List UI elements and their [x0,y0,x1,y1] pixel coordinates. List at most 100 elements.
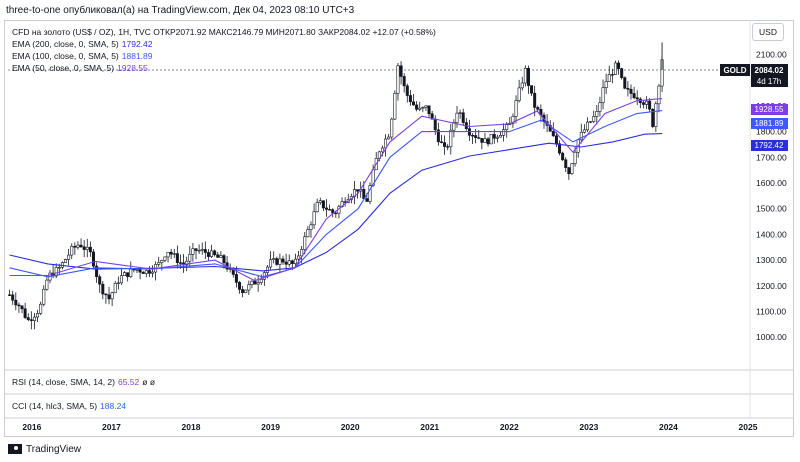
candle-body [551,130,555,137]
candle-body [585,121,589,131]
x-tick-label: 2017 [102,422,121,432]
cci-value: 188.24 [100,401,127,411]
candle-body [228,268,232,270]
candle-body [126,272,130,277]
candle-body [101,283,105,295]
candle-body [85,246,89,250]
candle-body [623,77,627,89]
x-tick-label: 2019 [261,422,280,432]
rsi-legend[interactable]: RSI (14, close, SMA, 14, 2) 65.52 ø ø [12,377,155,387]
candle-body [70,245,74,256]
x-tick-label: 2020 [341,422,360,432]
candle-body [135,269,139,271]
candle-body [45,279,49,290]
y-tick-label: 1200.00 [756,281,787,291]
candle-body [29,319,33,321]
ema200-line[interactable] [9,133,663,272]
candle-body [492,134,496,139]
candle-body [160,260,164,263]
candle-body [632,93,636,99]
candle-body [365,198,369,202]
candle-body [356,189,360,192]
candle-body [645,100,649,105]
candle-body [144,270,148,274]
y-tick-label: 1400.00 [756,229,787,239]
candle-body [26,317,30,320]
candle-body [216,254,220,258]
ema100-legend[interactable]: EMA (100, close, 0, SMA, 5) 1881.89 [12,51,153,61]
candle-body [185,260,189,266]
candle-body [107,294,111,300]
candle-body [23,308,27,318]
ema100-tag-text: 1881.89 [755,119,784,128]
candle-body [511,116,515,124]
candle-body [64,259,68,263]
ema50-legend[interactable]: EMA (50, close, 0, SMA, 5) 1928.55 [12,63,148,73]
candle-body [191,248,195,255]
candle-body [250,280,254,285]
candle-body [613,62,617,75]
candle-body [138,269,142,273]
price-tag [751,64,788,76]
candle-body [412,101,416,106]
candle-body [626,87,630,90]
currency-button[interactable]: USD [752,23,784,41]
candle-body [203,249,207,253]
candle-body [604,81,608,88]
candle-body [303,236,307,250]
candle-body [458,112,462,114]
ema100-label: EMA (100, close, 0, SMA, 5) [12,51,119,61]
candle-body [446,146,450,148]
candle-body [194,248,198,251]
cci-legend[interactable]: CCI (14, hlc3, SMA, 5) 188.24 [12,401,126,411]
candle-body [175,253,179,263]
candle-body [151,271,155,274]
footer-brand[interactable]: TradingView [8,444,81,455]
candle-body [197,249,201,252]
candle-body [88,246,92,253]
candle-body [455,112,459,123]
candle-body [405,85,409,96]
ema200-tag [751,140,788,151]
candle-body [536,107,540,110]
candle-body [247,284,251,291]
candle-body [567,167,571,175]
candle-body [408,95,412,103]
candle-body [526,68,530,86]
candle-body [14,299,18,306]
candle-body [471,135,475,137]
candle-body [91,251,95,267]
candle-body [592,116,596,122]
candle-body [325,207,329,210]
candle-body [321,200,325,209]
ema100-line[interactable] [9,110,663,278]
candle-body [290,260,294,264]
candle-body [331,209,335,214]
candle-body [213,250,217,256]
ema200-legend[interactable]: EMA (200, close, 0, SMA, 5) 1792.42 [12,39,153,49]
rsi-value: 65.52 [117,377,140,387]
candle-body [200,249,204,251]
candle-body [610,74,614,76]
candle-body [312,211,316,226]
candle-body [418,107,422,110]
x-tick-label: 2016 [22,422,41,432]
candle-body [554,135,558,144]
candle-body [157,262,161,265]
candle-body [219,255,223,258]
candle-body [564,159,568,168]
candle-body [8,294,12,296]
candle-body [654,103,658,127]
candle-body [73,245,77,248]
candle-body [505,124,509,130]
candle-body [343,201,347,203]
candle-body [315,202,319,213]
candle-body [368,185,372,202]
candle-body [169,251,173,255]
candle-body [415,104,419,110]
candle-body [427,105,431,115]
ema200-label: EMA (200, close, 0, SMA, 5) [12,39,119,49]
ema50-line[interactable] [9,98,663,282]
candle-body [129,268,133,277]
